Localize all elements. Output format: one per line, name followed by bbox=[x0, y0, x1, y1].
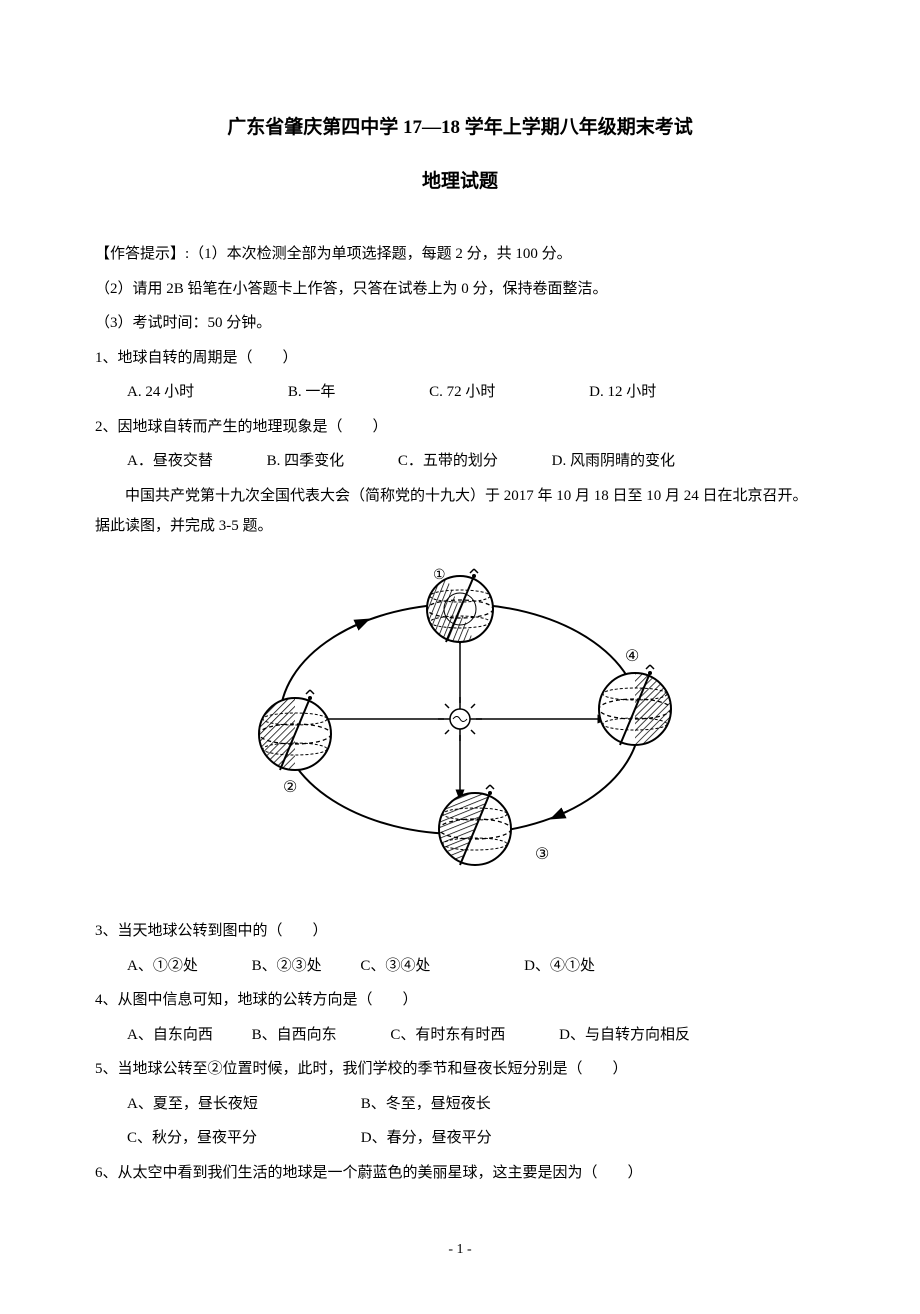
label-2: ② bbox=[283, 779, 297, 796]
q5-option-b: B、冬至，昼短夜长 bbox=[361, 1090, 491, 1119]
q4-option-b: B、自西向东 bbox=[252, 1021, 337, 1050]
q2-option-a: A．昼夜交替 bbox=[127, 447, 213, 476]
page-number: - 1 - bbox=[95, 1237, 825, 1264]
q3-option-c: C、③④处 bbox=[360, 952, 430, 981]
question-3-options: A、①②处 B、②③处 C、③④处 D、④①处 bbox=[95, 952, 825, 981]
orbit-diagram: ① ② ③ bbox=[95, 559, 825, 890]
q5-option-c: C、秋分，昼夜平分 bbox=[127, 1124, 357, 1153]
label-3: ③ bbox=[535, 846, 549, 863]
q1-option-d: D. 12 小时 bbox=[589, 378, 656, 407]
page-title-sub: 地理试题 bbox=[95, 164, 825, 200]
q3-option-a: A、①②处 bbox=[127, 952, 198, 981]
label-4: ④ bbox=[625, 648, 639, 665]
q2-option-c: C．五带的划分 bbox=[398, 447, 498, 476]
question-4: 4、从图中信息可知，地球的公转方向是（ ） bbox=[95, 986, 825, 1015]
context-line-1: 中国共产党第十九次全国代表大会（简称党的十九大）于 2017 年 10 月 18… bbox=[95, 482, 825, 511]
q5-option-a: A、夏至，昼长夜短 bbox=[127, 1090, 357, 1119]
q1-option-c: C. 72 小时 bbox=[429, 378, 495, 407]
q1-option-b: B. 一年 bbox=[288, 378, 336, 407]
q3-option-b: B、②③处 bbox=[252, 952, 322, 981]
question-1: 1、地球自转的周期是（ ） bbox=[95, 344, 825, 373]
q2-option-b: B. 四季变化 bbox=[267, 447, 345, 476]
question-5-options-row1: A、夏至，昼长夜短 B、冬至，昼短夜长 bbox=[95, 1090, 825, 1119]
q2-option-d: D. 风雨阴晴的变化 bbox=[552, 447, 675, 476]
question-5: 5、当地球公转至②位置时候，此时，我们学校的季节和昼夜长短分别是（ ） bbox=[95, 1055, 825, 1084]
q4-option-d: D、与自转方向相反 bbox=[559, 1021, 690, 1050]
label-1: ① bbox=[433, 568, 446, 583]
instruction-1: 【作答提示】:（1）本次检测全部为单项选择题，每题 2 分，共 100 分。 bbox=[95, 240, 825, 269]
orbit-diagram-svg: ① ② ③ bbox=[240, 559, 680, 879]
instruction-label: 【作答提示】: bbox=[95, 246, 189, 262]
question-1-options: A. 24 小时 B. 一年 C. 72 小时 D. 12 小时 bbox=[95, 378, 825, 407]
question-6: 6、从太空中看到我们生活的地球是一个蔚蓝色的美丽星球，这主要是因为（ ） bbox=[95, 1159, 825, 1188]
context-line-2: 据此读图，并完成 3-5 题。 bbox=[95, 512, 825, 541]
instruction-2: （2）请用 2B 铅笔在小答题卡上作答，只答在试卷上为 0 分，保持卷面整洁。 bbox=[95, 275, 825, 304]
question-4-options: A、自东向西 B、自西向东 C、有时东有时西 D、与自转方向相反 bbox=[95, 1021, 825, 1050]
instruction-1-text: （1）本次检测全部为单项选择题，每题 2 分，共 100 分。 bbox=[189, 246, 572, 262]
instruction-3: （3）考试时间：50 分钟。 bbox=[95, 309, 825, 338]
q3-option-d: D、④①处 bbox=[524, 952, 595, 981]
question-2-options: A．昼夜交替 B. 四季变化 C．五带的划分 D. 风雨阴晴的变化 bbox=[95, 447, 825, 476]
q5-option-d: D、春分，昼夜平分 bbox=[361, 1124, 492, 1153]
page-title-main: 广东省肇庆第四中学 17—18 学年上学期八年级期末考试 bbox=[95, 110, 825, 146]
q4-option-a: A、自东向西 bbox=[127, 1021, 213, 1050]
q1-option-a: A. 24 小时 bbox=[127, 378, 194, 407]
question-3: 3、当天地球公转到图中的（ ） bbox=[95, 917, 825, 946]
question-2: 2、因地球自转而产生的地理现象是（ ） bbox=[95, 413, 825, 442]
q4-option-c: C、有时东有时西 bbox=[390, 1021, 505, 1050]
question-5-options-row2: C、秋分，昼夜平分 D、春分，昼夜平分 bbox=[95, 1124, 825, 1153]
